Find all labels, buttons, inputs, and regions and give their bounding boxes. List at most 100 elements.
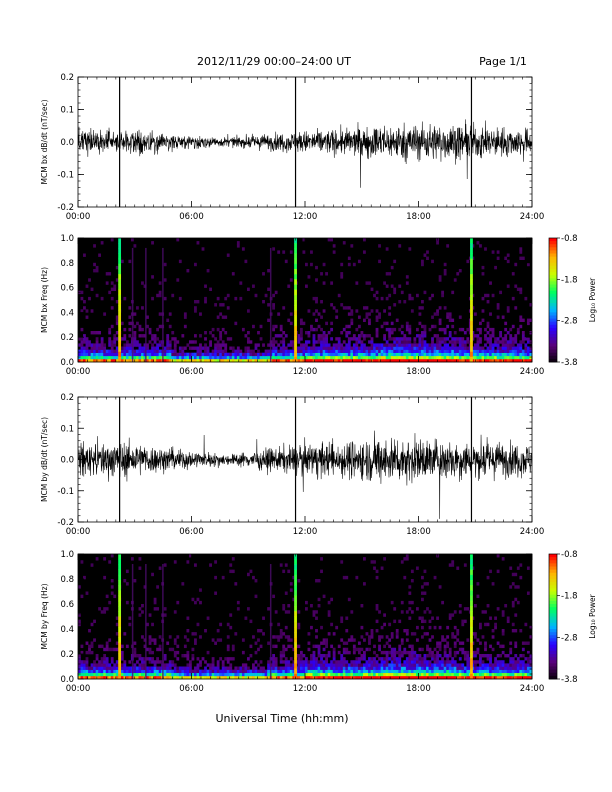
spectrogram-cell bbox=[431, 616, 434, 620]
event-segment bbox=[294, 279, 297, 285]
spectrogram-cell bbox=[277, 622, 281, 627]
spectrogram-cell bbox=[103, 358, 107, 363]
spectrogram-cell bbox=[481, 265, 485, 270]
spectrogram-cell bbox=[431, 352, 434, 357]
spectrogram-cell bbox=[229, 672, 233, 677]
spectrogram-cell bbox=[166, 337, 170, 341]
spectrogram-cell bbox=[390, 672, 394, 677]
spectrogram-cell bbox=[494, 355, 497, 360]
spectrogram-cell bbox=[158, 566, 162, 570]
spectrogram-cell bbox=[479, 622, 482, 627]
spectrogram-cell bbox=[418, 337, 422, 341]
spectrogram-cell bbox=[120, 657, 124, 661]
spectrogram-cell bbox=[378, 675, 381, 680]
spectrogram-cell bbox=[259, 629, 263, 633]
spectrogram-cell bbox=[413, 672, 417, 677]
spectrogram-cell bbox=[516, 585, 520, 589]
spectrogram-cell bbox=[368, 346, 371, 350]
spectrogram-cell bbox=[463, 343, 467, 347]
spectrogram-cell bbox=[398, 352, 402, 357]
spectrogram-cell bbox=[287, 604, 291, 608]
spectrogram-cell bbox=[214, 346, 218, 350]
spectrogram-cell bbox=[479, 675, 482, 680]
spectrogram-cell bbox=[408, 666, 412, 670]
spectrogram-cell bbox=[509, 641, 513, 645]
spectrogram-cell bbox=[368, 281, 371, 285]
spectrogram-cell bbox=[88, 650, 91, 655]
spectrogram-cell bbox=[403, 334, 407, 338]
spectrogram-cell bbox=[249, 654, 253, 658]
spectrogram-cell bbox=[330, 352, 334, 357]
spectrogram-cell bbox=[446, 349, 450, 353]
event-segment bbox=[294, 341, 297, 347]
spectrogram-cell bbox=[350, 309, 354, 313]
spectrogram-cell bbox=[156, 349, 160, 353]
y-tick-label: 0.2 bbox=[60, 393, 74, 403]
spectrogram-cell bbox=[340, 346, 344, 350]
spectrogram-cell bbox=[219, 331, 223, 335]
spectrogram-cell bbox=[274, 340, 278, 344]
spectrogram-cell bbox=[229, 657, 233, 661]
spectrogram-cell bbox=[453, 660, 457, 664]
spectrogram-cell bbox=[181, 358, 185, 363]
spectrogram-cell bbox=[332, 666, 336, 670]
event-segment bbox=[294, 346, 297, 353]
spectrogram-cell bbox=[514, 660, 518, 664]
spectrogram-cell bbox=[123, 579, 127, 583]
spectrogram-cell bbox=[526, 669, 530, 674]
event-segment bbox=[294, 574, 297, 581]
spectrogram-cell bbox=[365, 349, 369, 353]
spectrogram-cell bbox=[471, 660, 475, 664]
spectrogram-cell bbox=[486, 337, 490, 341]
spectrogram-cell bbox=[373, 663, 376, 667]
spectrogram-cell bbox=[438, 343, 442, 347]
spectrogram-cell bbox=[383, 352, 387, 357]
spectrogram-cell bbox=[461, 663, 465, 667]
spectrogram-cell bbox=[413, 340, 417, 344]
spectrogram-cell bbox=[506, 259, 510, 264]
spectrogram-cell bbox=[241, 663, 245, 667]
spectrogram-cell bbox=[299, 343, 303, 347]
spectrogram-cell bbox=[146, 666, 149, 670]
spectrogram-cell bbox=[78, 654, 81, 658]
spectrogram-cell bbox=[484, 672, 487, 677]
spectrogram-cell bbox=[370, 669, 374, 674]
spectrogram-cell bbox=[330, 346, 334, 350]
spectrogram-cell bbox=[423, 358, 427, 363]
spectrogram-cell bbox=[453, 641, 457, 645]
spectrogram-cell bbox=[370, 666, 374, 670]
spectrogram-cell bbox=[188, 358, 192, 363]
spectrogram-cell bbox=[438, 358, 442, 363]
spectrogram-cell bbox=[176, 278, 180, 282]
spectrogram-cell bbox=[244, 616, 248, 620]
spectrogram-cell bbox=[143, 334, 147, 338]
spectrogram-cell bbox=[246, 666, 250, 670]
spectrogram-cell bbox=[436, 672, 439, 677]
spectrogram-cell bbox=[221, 675, 225, 680]
spectrogram-cell bbox=[153, 641, 157, 645]
spectrogram-cell bbox=[378, 244, 381, 248]
spectrogram-cell bbox=[448, 650, 452, 655]
x-tick-label: 00:00 bbox=[66, 367, 91, 377]
event-segment bbox=[470, 626, 473, 633]
spectrogram-cell bbox=[287, 669, 291, 674]
spectrogram-cell bbox=[279, 650, 283, 655]
spectrogram-cell bbox=[115, 337, 119, 341]
spectrogram-cell bbox=[342, 327, 346, 332]
spectrogram-cell bbox=[274, 352, 278, 357]
spectrogram-cell bbox=[105, 355, 109, 360]
spectrogram-cell bbox=[100, 355, 104, 360]
spectrogram-cell bbox=[279, 355, 283, 360]
spectrogram-cell bbox=[428, 672, 432, 677]
spectrogram-cell bbox=[85, 669, 89, 674]
spectrogram-cell bbox=[85, 340, 89, 344]
spectrogram-cell bbox=[297, 675, 301, 680]
spectrogram-cell bbox=[363, 669, 366, 674]
spectrogram-cell bbox=[229, 675, 233, 680]
spectrogram-cell bbox=[80, 672, 84, 677]
spectrogram-cell bbox=[408, 355, 412, 360]
spectrogram-cell bbox=[408, 616, 412, 620]
spectrogram-cell bbox=[229, 346, 233, 350]
spectrogram-cell bbox=[395, 650, 399, 655]
event-segment bbox=[118, 606, 122, 612]
